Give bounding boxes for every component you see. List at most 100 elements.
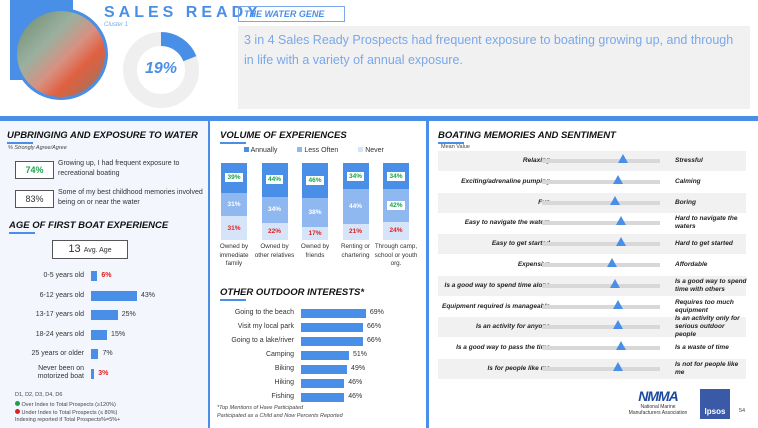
- sentiment-right-label: Is a good way to spend time with others: [675, 277, 747, 293]
- volume-bar-label: Owned by immediate family: [219, 243, 249, 267]
- sentiment-left-label: Relaxing: [522, 157, 550, 164]
- sentiment-title: BOATING MEMORIES AND SENTIMENT: [438, 130, 616, 144]
- segment-less-often: 38%: [302, 198, 328, 228]
- outdoor-bar: [301, 393, 345, 402]
- agree-value-box: 83%: [15, 190, 54, 208]
- segment-annually: 34%: [383, 163, 409, 190]
- sentiment-track: [542, 154, 660, 163]
- segment-annually: 39%: [221, 163, 247, 193]
- age-title: AGE OF FIRST BOAT EXPERIENCE: [9, 220, 168, 234]
- age-bar: [91, 349, 99, 359]
- sentiment-left-label: Is a good way to pass the time: [456, 344, 550, 352]
- donut-arc: [123, 32, 199, 108]
- outdoor-bar: [301, 323, 364, 332]
- legend-less-often: Less Often: [297, 147, 338, 154]
- avg-age-label: Avg. Age: [83, 247, 112, 254]
- sentiment-track: [542, 362, 660, 371]
- sentiment-right-label: Is not for people like me: [675, 361, 739, 376]
- segment-never: 21%: [342, 223, 369, 240]
- segment-annually: 44%: [261, 163, 288, 197]
- sentiment-left-label: Fun: [430, 199, 550, 207]
- age-value: 7%: [102, 350, 113, 357]
- agree-statement: Growing up, I had frequent exposure to r…: [58, 160, 180, 177]
- legend-never: Never: [358, 147, 384, 154]
- outdoor-value: 69%: [369, 309, 384, 316]
- age-value: 25%: [121, 311, 136, 318]
- age-row-label: Never been on motorized boat: [37, 364, 84, 380]
- sentiment-row: Relaxing Stressful: [438, 151, 746, 171]
- volume-stacked-bar: 34% 42% 24%: [383, 163, 409, 240]
- age-value: 6%: [101, 272, 112, 279]
- age-bar: [91, 368, 95, 379]
- age-bar: [91, 290, 137, 301]
- upbringing-title: UPBRINGING AND EXPOSURE TO WATER: [7, 130, 198, 144]
- sentiment-track: [542, 320, 660, 330]
- segment-less-often: 42%: [383, 189, 409, 222]
- sentiment-right-label: Hard to get started: [675, 240, 733, 248]
- sentiment-left-label: Expensive: [517, 261, 550, 268]
- outdoor-bar: [301, 379, 345, 388]
- sentiment-right-label: Requires too much equipment: [675, 298, 734, 314]
- insight-summary: 3 in 4 Sales Ready Prospects had frequen…: [238, 26, 750, 109]
- outdoor-title: OTHER OUTDOOR INTERESTS*: [220, 287, 364, 301]
- age-bar: [91, 310, 118, 320]
- legend-under-text: Under Index to Total Prospects (≤ 80%): [21, 410, 118, 416]
- mean-marker-icon: [606, 258, 617, 267]
- insight-tag: THE WATER GENE: [238, 6, 345, 22]
- legend-over-text: Over Index to Total Prospects (≥120%): [21, 402, 116, 408]
- outdoor-value: 46%: [348, 379, 363, 386]
- volume-legend: Annually Less Often Never: [244, 147, 384, 154]
- legend-under-index: Under Index to Total Prospects (≤ 80%): [15, 409, 117, 416]
- sentiment-right-label: Hard to navigate the waters: [675, 215, 738, 231]
- sentiment-track: [542, 237, 660, 247]
- cluster-subtitle: Cluster 1: [104, 22, 129, 28]
- sentiment-left-label: Exciting/adrenaline pumping: [461, 177, 550, 185]
- mean-marker-icon: [616, 216, 627, 226]
- sentiment-track: [542, 258, 660, 267]
- segment-never: 24%: [383, 221, 409, 240]
- age-value: 3%: [98, 369, 109, 377]
- sentiment-right-label: Is a waste of time: [675, 344, 729, 352]
- sentiment-row: Expensive Affordable: [438, 255, 746, 275]
- outdoor-value: 49%: [351, 365, 366, 372]
- mean-marker-icon: [610, 278, 621, 288]
- volume-stacked-bar: 39% 31% 31%: [221, 163, 247, 240]
- age-bar: [91, 329, 108, 340]
- outdoor-value: 46%: [348, 393, 363, 400]
- age-row-label: 25 years or older: [31, 350, 84, 357]
- sentiment-left-label: Equipment required is manageable: [442, 302, 550, 310]
- sentiment-row: Is an activity for anyone Is an activity…: [438, 315, 746, 338]
- avg-age-box: 13 Avg. Age: [52, 240, 128, 259]
- volume-bar-label: Owned by other relatives: [254, 243, 295, 259]
- sentiment-left-label: Is an activity for anyone: [475, 323, 550, 331]
- age-footnote-indexing: Indexing reported if Total Prospects%=5%…: [15, 417, 121, 423]
- mean-marker-icon: [610, 195, 621, 205]
- sentiment-track: [542, 174, 660, 184]
- outdoor-label: Going to a lake/river: [231, 337, 294, 344]
- outdoor-label: Fishing: [271, 393, 294, 400]
- nmma-full-name: National Marine Manufacturers Associatio…: [628, 404, 688, 416]
- outdoor-footnote-1: *Top Mentions of Have Participated: [217, 405, 304, 411]
- sentiment-left-label: Is a good way to spend time alone: [444, 281, 550, 289]
- age-value: 43%: [141, 291, 156, 299]
- outdoor-bar: [301, 309, 366, 318]
- sentiment-row: Is a good way to spend time alone Is a g…: [438, 275, 747, 296]
- outdoor-bar: [301, 365, 348, 374]
- header-band: [0, 116, 758, 121]
- outdoor-label: Biking: [274, 365, 294, 372]
- sentiment-right-label: Calming: [675, 177, 701, 185]
- sentiment-track: [542, 341, 660, 351]
- age-value: 15%: [111, 330, 126, 338]
- mean-marker-icon: [612, 320, 623, 330]
- age-footnote-source: D1, D2, D3, D4, D6: [15, 392, 63, 398]
- age-row-label: 6-12 years old: [39, 291, 84, 299]
- age-row-label: 18-24 years old: [35, 330, 84, 338]
- outdoor-label: Hiking: [274, 379, 294, 386]
- segment-less-often: 34%: [261, 196, 288, 224]
- cluster-photo: [14, 8, 108, 100]
- mean-marker-icon: [618, 154, 629, 163]
- volume-title: VOLUME OF EXPERIENCES: [220, 130, 347, 144]
- outdoor-label: Going to the beach: [234, 309, 294, 316]
- outdoor-footnote-2: Participated as a Child and Now Percents…: [217, 413, 343, 419]
- sentiment-row: Easy to get started Hard to get started: [438, 234, 746, 255]
